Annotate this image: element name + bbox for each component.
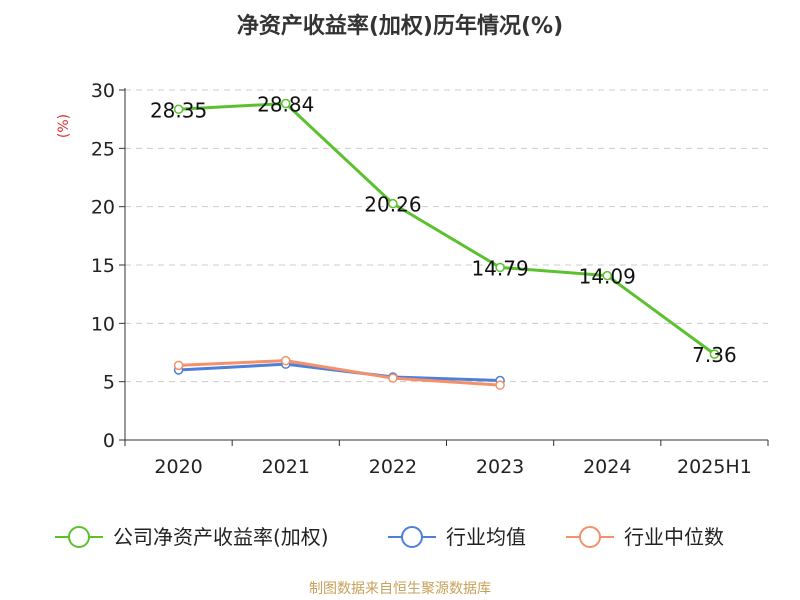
legend-item[interactable]: 行业均值 (388, 525, 526, 549)
data-label: 28.84 (257, 93, 314, 117)
data-point (602, 270, 612, 281)
legend-item[interactable]: 公司净资产收益率(加权) (55, 525, 329, 549)
data-label: 14.79 (471, 256, 528, 280)
data-label: 7.36 (692, 343, 737, 367)
data-label: 28.35 (150, 98, 207, 122)
legend-item[interactable]: 行业中位数 (566, 525, 724, 549)
y-tick-label: 30 (91, 80, 115, 102)
source-note: 制图数据来自恒生聚源数据库 (309, 581, 491, 597)
y-tick-label: 0 (103, 430, 115, 452)
data-point (388, 198, 398, 209)
x-tick-label: 2025H1 (677, 456, 752, 478)
x-tick-label: 2021 (262, 456, 310, 478)
data-point (495, 380, 505, 390)
y-tick-labels: 0 5 10 15 20 25 30 (91, 80, 115, 452)
data-label: 14.09 (579, 265, 636, 289)
series-line (178, 359, 501, 387)
data-point (495, 262, 505, 273)
legend-marker (401, 526, 423, 548)
data-point (709, 349, 720, 359)
legend-label: 行业中位数 (624, 525, 724, 549)
data-labels: 28.35 28.84 20.26 14.79 14.09 7.36 (150, 93, 737, 368)
axes (119, 88, 769, 446)
data-label: 20.26 (364, 193, 421, 217)
series-line (178, 102, 716, 356)
data-point (388, 373, 398, 383)
series-lines (173, 98, 720, 390)
y-tick-label: 25 (91, 138, 115, 160)
chart-title: 净资产收益率(加权)历年情况(%) (236, 14, 564, 39)
y-axis-label: (%) (56, 114, 72, 138)
series-line (178, 362, 501, 382)
x-tick-label: 2024 (583, 456, 631, 478)
x-tick-labels: 2020 2021 2022 2023 2024 2025H1 (154, 456, 751, 478)
legend: 公司净资产收益率(加权) 行业均值 行业中位数 (55, 525, 724, 549)
legend-marker (68, 526, 90, 548)
x-tick-label: 2020 (154, 456, 202, 478)
y-tick-label: 20 (91, 197, 115, 219)
legend-label: 行业均值 (446, 525, 526, 549)
data-point (173, 104, 184, 114)
legend-label: 公司净资产收益率(加权) (113, 525, 329, 549)
y-tick-label: 5 (103, 372, 115, 394)
y-tick-label: 10 (91, 313, 115, 335)
data-point (173, 360, 184, 371)
x-tick-label: 2022 (369, 456, 417, 478)
x-tick-label: 2023 (476, 456, 524, 478)
data-point (281, 355, 291, 366)
y-tick-label: 15 (91, 255, 115, 277)
data-point (281, 98, 291, 109)
legend-marker (579, 526, 601, 548)
